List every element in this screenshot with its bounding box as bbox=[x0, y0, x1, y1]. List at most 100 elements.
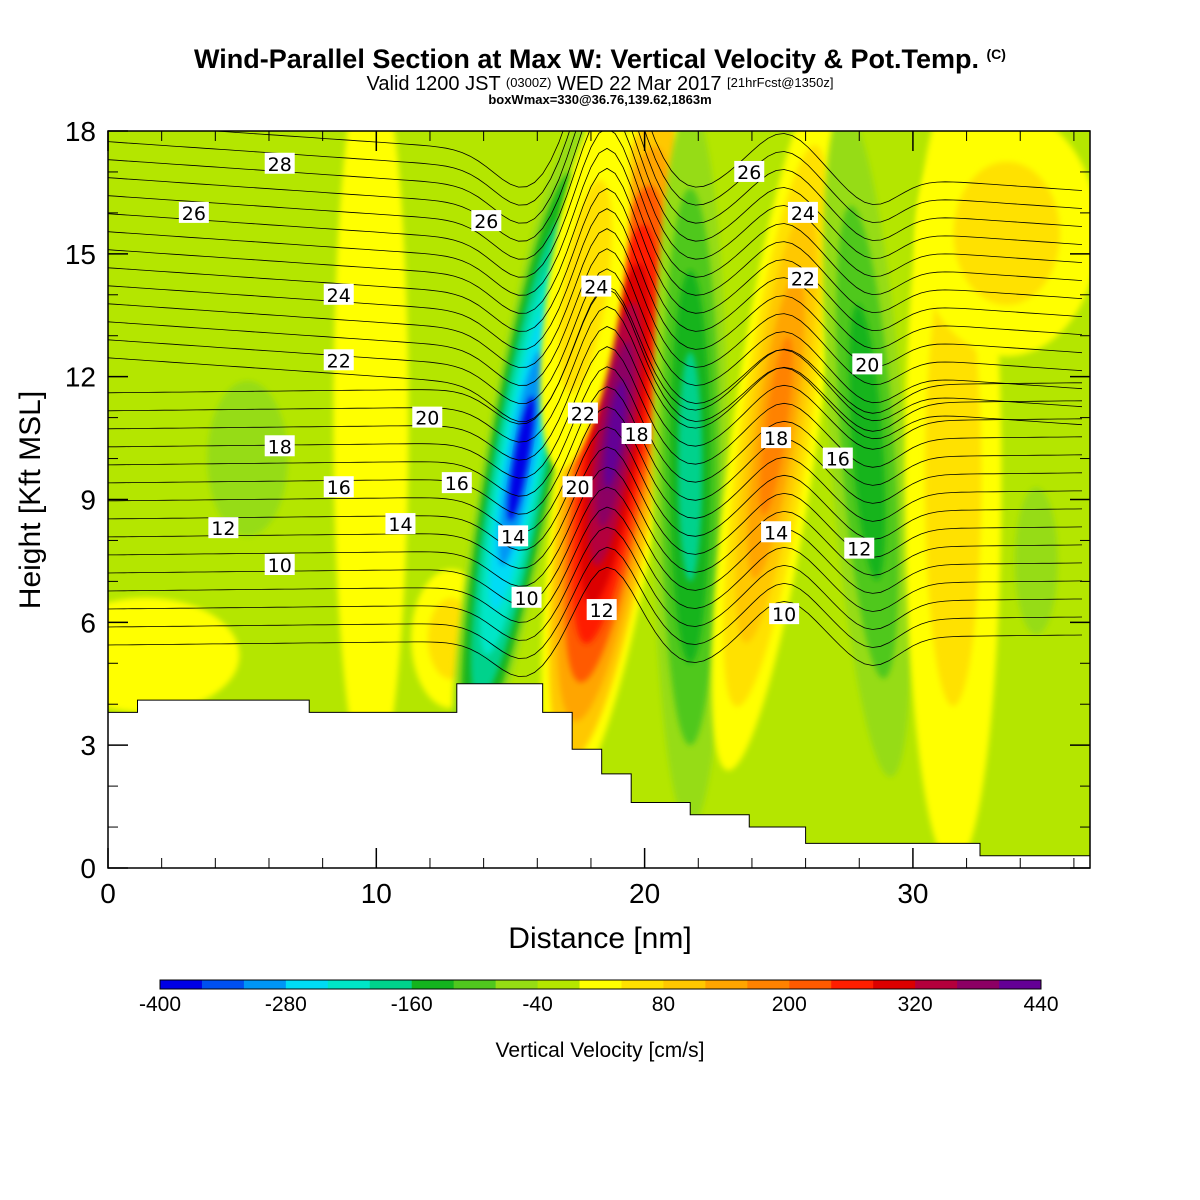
colorbar-swatch bbox=[411, 980, 455, 989]
svg-text:10: 10 bbox=[514, 588, 538, 610]
svg-text:18: 18 bbox=[268, 436, 292, 458]
svg-text:20: 20 bbox=[415, 408, 439, 430]
theta-contour-line bbox=[108, 306, 1083, 443]
theta-label: 22 bbox=[323, 349, 354, 372]
theta-contour-line bbox=[108, 208, 1083, 368]
colorbar-swatch bbox=[747, 980, 790, 989]
main-downdraft-level-6 bbox=[508, 395, 535, 522]
main-updraft-level-8 bbox=[604, 379, 627, 489]
svg-text:18: 18 bbox=[764, 428, 788, 450]
svg-text:16: 16 bbox=[826, 449, 850, 471]
theta-label: 24 bbox=[581, 275, 612, 299]
theta-contour-line bbox=[108, 228, 1083, 386]
y-tick-label: 12 bbox=[65, 362, 96, 393]
second-updraft-level-4 bbox=[759, 336, 793, 516]
theta-label: 18 bbox=[761, 427, 792, 450]
y-tick-label: 15 bbox=[65, 239, 96, 270]
right-green-pocket-level-0 bbox=[1014, 487, 1058, 635]
svg-text:12: 12 bbox=[590, 600, 614, 622]
colorbar-swatch bbox=[453, 980, 497, 989]
colorbar-swatch bbox=[999, 980, 1042, 989]
svg-text:22: 22 bbox=[571, 404, 595, 426]
theta-label: 10 bbox=[769, 603, 800, 626]
theta-contour-line bbox=[108, 366, 1083, 497]
theta-label: 12 bbox=[586, 599, 617, 622]
svg-text:26: 26 bbox=[182, 203, 206, 225]
x-axis-label: Distance [nm] bbox=[508, 922, 691, 955]
x-tick-label: 20 bbox=[629, 878, 660, 909]
svg-text:12: 12 bbox=[211, 518, 235, 540]
second-downdraft-level-3 bbox=[678, 352, 703, 582]
svg-text:20: 20 bbox=[565, 477, 589, 499]
colorbar-tick-label: -280 bbox=[265, 993, 307, 1016]
theta-label: 12 bbox=[844, 537, 875, 561]
colorbar-swatch bbox=[327, 980, 371, 989]
colorbar-swatch bbox=[621, 980, 664, 989]
svg-text:24: 24 bbox=[584, 277, 608, 299]
y-tick-label: 18 bbox=[65, 116, 96, 147]
colorbar-frame bbox=[159, 979, 1042, 990]
right-yellow-band-level-1 bbox=[924, 252, 982, 706]
svg-text:24: 24 bbox=[327, 285, 351, 307]
colorbar-tick-label: -160 bbox=[391, 993, 433, 1016]
x-tick-label: 10 bbox=[361, 878, 392, 909]
theta-label: 14 bbox=[761, 521, 792, 544]
svg-text:16: 16 bbox=[327, 477, 351, 499]
theta-label: 28 bbox=[264, 152, 295, 176]
theta-label: 16 bbox=[441, 472, 472, 495]
theta-label: 18 bbox=[264, 435, 295, 458]
colorbar-label: Vertical Velocity [cm/s] bbox=[496, 1039, 705, 1062]
colorbar-tick-label: -40 bbox=[522, 993, 552, 1016]
theta-label: 26 bbox=[734, 160, 765, 184]
colorbar-swatch bbox=[369, 980, 413, 989]
svg-text:14: 14 bbox=[764, 522, 788, 544]
left-green-pocket-level-0 bbox=[207, 380, 288, 537]
theta-label: 20 bbox=[852, 353, 883, 376]
svg-text:12: 12 bbox=[847, 539, 871, 561]
theta-label: 16 bbox=[822, 447, 853, 471]
theta-contour-line bbox=[108, 446, 1083, 569]
y-tick-label: 3 bbox=[80, 730, 96, 761]
svg-text:24: 24 bbox=[791, 203, 815, 225]
svg-text:28: 28 bbox=[268, 154, 292, 176]
terrain-mask bbox=[107, 683, 1091, 869]
theta-contour-line bbox=[108, 466, 1083, 587]
y-tick-label: 9 bbox=[80, 485, 96, 516]
theta-contour-line bbox=[108, 506, 1083, 623]
colorbar-swatch bbox=[243, 980, 287, 989]
theta-label: 22 bbox=[787, 267, 818, 290]
theta-label: 18 bbox=[621, 422, 652, 446]
theta-contour-line bbox=[108, 167, 1083, 332]
y-tick-label: 6 bbox=[80, 607, 96, 638]
theta-label: 14 bbox=[498, 525, 529, 548]
theta-label: 16 bbox=[323, 476, 354, 499]
colorbar-swatch bbox=[957, 980, 1000, 989]
colorbar-tick-label: 320 bbox=[898, 993, 933, 1016]
theta-contour-line bbox=[108, 426, 1083, 551]
theta-labels: 28 26 24 22 20 18 16 16 14 12 10 26 24 22 20 18 14 10 12 26… bbox=[178, 152, 883, 626]
theta-label: 14 bbox=[385, 513, 416, 536]
theta-contour-line bbox=[108, 131, 1083, 260]
chart-valid-time: Valid 1200 JST (0300Z) WED 22 Mar 2017 [… bbox=[366, 73, 834, 95]
left-yellow-band-level-1 bbox=[349, 202, 393, 633]
colorbar-swatch bbox=[789, 980, 832, 989]
colorbar-swatch bbox=[285, 980, 329, 989]
colorbar-swatch bbox=[831, 980, 874, 989]
theta-label: 10 bbox=[264, 554, 295, 577]
theta-contour-line bbox=[108, 147, 1083, 314]
svg-text:26: 26 bbox=[474, 211, 498, 233]
axes: 0 10 20 30 0 3 6 9 12 15 18 bbox=[65, 116, 1090, 909]
x-tick-label: 0 bbox=[100, 878, 116, 909]
svg-text:18: 18 bbox=[624, 424, 648, 446]
chart-title: Wind-Parallel Section at Max W: Vertical… bbox=[194, 44, 1006, 74]
colorbar-swatch bbox=[537, 980, 581, 989]
svg-text:26: 26 bbox=[737, 162, 761, 184]
theta-label: 26 bbox=[178, 201, 209, 225]
upper-yellow-right-level-1 bbox=[953, 161, 1061, 306]
colorbar-tick-label: 80 bbox=[652, 993, 675, 1016]
theta-contour-line bbox=[108, 288, 1083, 440]
colorbar-swatch bbox=[705, 980, 748, 989]
theta-contour-line bbox=[108, 526, 1082, 641]
svg-text:14: 14 bbox=[501, 526, 525, 548]
